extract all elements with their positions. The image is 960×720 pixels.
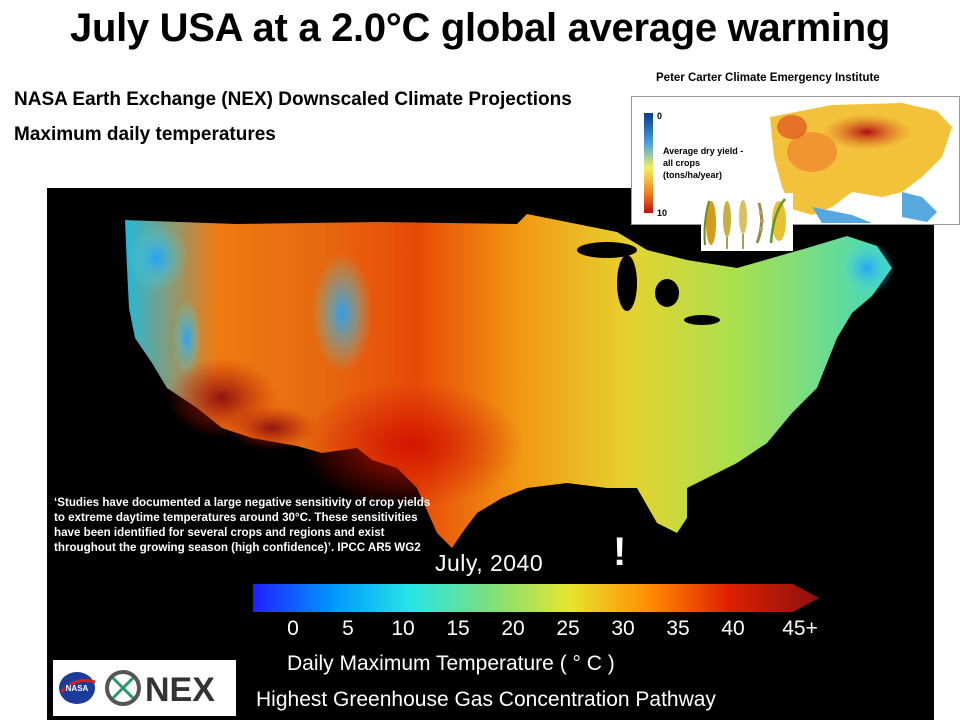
colorbar-tick: 5 (342, 617, 354, 640)
credit-text: Peter Carter Climate Emergency Institute (656, 72, 880, 84)
lake-huron (655, 279, 679, 307)
inset-legend-line: all crops (663, 158, 701, 168)
colorbar-tick: 30 (611, 617, 635, 640)
cool-region-maine (839, 240, 895, 296)
lake-michigan (617, 255, 637, 311)
inset-scale-top: 0 (657, 111, 663, 121)
colorbar-tick: 20 (501, 617, 525, 640)
exclamation-mark: ! (613, 530, 627, 574)
subtitle-nex: NASA Earth Exchange (NEX) Downscaled Cli… (14, 89, 572, 110)
crop-illustrations (701, 193, 793, 251)
nasa-logo: NASA (59, 672, 96, 704)
nex-logo: NEX (105, 670, 215, 709)
rice-icon (755, 202, 764, 244)
inset-colorscale (644, 113, 653, 213)
ipcc-quote: ‘Studies have documented a large negativ… (54, 496, 431, 554)
temperature-colorbar (253, 584, 819, 612)
svg-text:NEX: NEX (145, 671, 215, 709)
corn-cob-icon (769, 198, 786, 244)
pathway-label: Highest Greenhouse Gas Concentration Pat… (256, 688, 716, 711)
colorbar-tick: 15 (446, 617, 470, 640)
lake-superior (577, 242, 637, 258)
cool-region-rockies (312, 253, 372, 373)
hot-region-central (267, 328, 587, 508)
inset-legend: Average dry yield - all crops (tons/ha/y… (663, 145, 773, 181)
lake-erie (684, 315, 720, 325)
colorbar-tick: 25 (556, 617, 580, 640)
usa-temperature-map (125, 214, 895, 548)
inset-crop-map (752, 97, 959, 224)
colorbar-tick: 40 (721, 617, 745, 640)
svg-text:NASA: NASA (66, 684, 89, 693)
inset-legend-line: Average dry yield - (663, 146, 744, 156)
barley-icon (739, 200, 747, 249)
temperature-map-panel (47, 188, 934, 720)
subtitle-max-temps: Maximum daily temperatures (14, 124, 276, 145)
projection-date: July, 2040 (435, 550, 544, 576)
colorbar-label: Daily Maximum Temperature ( ° C ) (287, 652, 615, 675)
hot-region-arizona (227, 406, 317, 450)
colorbar-tick: 45+ (782, 617, 818, 640)
colorbar-tick: 0 (287, 617, 299, 640)
cool-region-northwest (127, 223, 187, 293)
crop-yield-inset: 0 10 Average dry yield - all crops (tons… (631, 96, 960, 225)
logo-box: NASA NEX (53, 660, 236, 716)
wheat-icon (723, 201, 731, 249)
inset-scale-bottom: 10 (657, 208, 668, 218)
colorbar-ticks: 0 5 10 15 20 25 30 35 40 45+ (0, 617, 960, 647)
corn-icon (703, 200, 716, 246)
colorbar-tick: 10 (391, 617, 415, 640)
slide-title: July USA at a 2.0°C global average warmi… (70, 6, 890, 50)
inset-legend-line: (tons/ha/year) (663, 170, 723, 180)
colorbar-tick: 35 (666, 617, 690, 640)
cool-region-sierra (173, 298, 201, 378)
